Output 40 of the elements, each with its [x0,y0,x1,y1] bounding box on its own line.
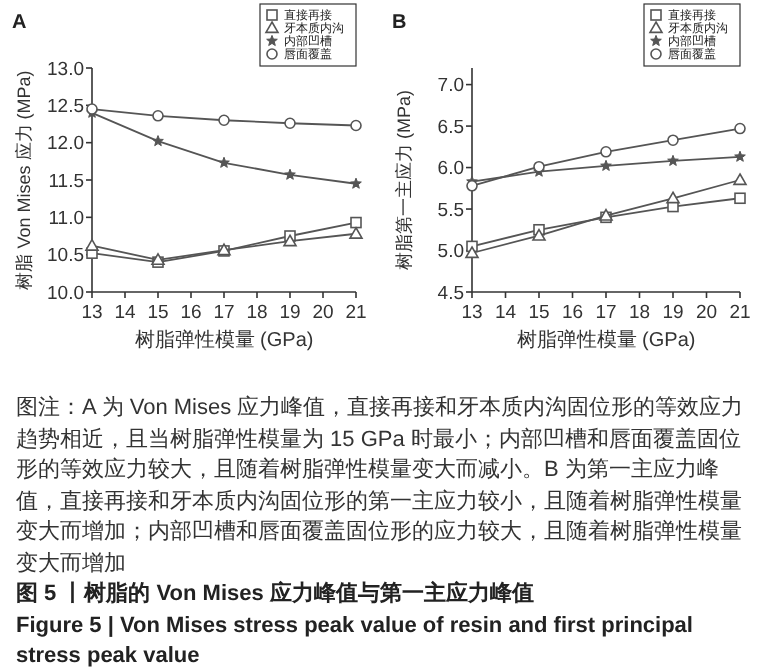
x-tick-label: 13 [461,302,483,324]
chart-title: B [392,12,407,34]
x-axis-title: 树脂弹性模量 (GPa) [516,328,696,352]
x-tick-label: 19 [662,302,684,324]
caption: 图 5 丨树脂的 Von Mises 应力峰值与第一主应力峰值 [16,580,536,610]
y-tick-label: 11.0 [48,207,84,230]
x-tick-label: 16 [180,302,202,324]
y-axis-title: 树脂第一主应力 (MPa) [394,89,414,270]
x-tick-label: 17 [595,302,617,324]
x-tick-label: 18 [246,302,268,324]
y-tick-label: 10.0 [47,282,84,305]
x-tick-label: 19 [279,302,301,324]
x-tick-label: 16 [561,302,584,324]
x-tick-label: 18 [628,302,651,324]
y-tick-label: 11.5 [48,170,84,193]
x-tick-label: 21 [729,302,751,324]
y-tick-label: 7.0 [437,75,464,98]
x-tick-label: 20 [695,302,718,324]
x-tick-label: 15 [147,302,169,324]
x-tick-label: 20 [312,302,334,324]
chart-title: A [12,12,27,34]
x-axis-title: 树脂弹性模量 (GPa) [134,328,314,352]
y-tick-label: 12.0 [47,133,84,156]
y-tick-label: 5.5 [437,199,464,222]
y-tick-label: 4.5 [437,282,464,305]
x-tick-label: 14 [114,302,136,324]
x-tick-label: 17 [213,302,235,324]
x-tick-label: 13 [81,302,103,324]
y-tick-label: 5.0 [437,241,464,264]
y-tick-label: 10.5 [47,245,84,268]
y-tick-label: 12.5 [47,95,84,118]
y-axis-title: 树脂 Von Mises 应力 (MPa) [14,70,34,290]
y-tick-label: 6.5 [437,116,464,139]
y-tick-label: 13.0 [47,58,84,81]
x-tick-label: 15 [528,302,550,324]
text: 图注：A 为 Von Mises 应力峰值，直接再接和牙本质内沟固位形的等效应力趋势相近，且当树脂弹性模量为 15 GPa 时最小；内部凹槽和唇面覆盖固位形的等效应力较大，且随着树脂弹性模量变大而减小。B 为第一主应力峰值，直接再接和牙本质内沟固位形的第一主应力较小，且随着树脂弹性模量变大而增加；内部凹槽和唇面覆盖固位形的应力较大，且随着树脂弹性模量变大而增加 [16,394,746,579]
x-tick-label: 14 [494,302,517,324]
x-tick-label: 21 [345,302,367,324]
caption: Figure 5 | Von Mises stress peak value of resin and first principal stress peak value [16,611,695,670]
y-tick-label: 6.0 [437,158,464,181]
